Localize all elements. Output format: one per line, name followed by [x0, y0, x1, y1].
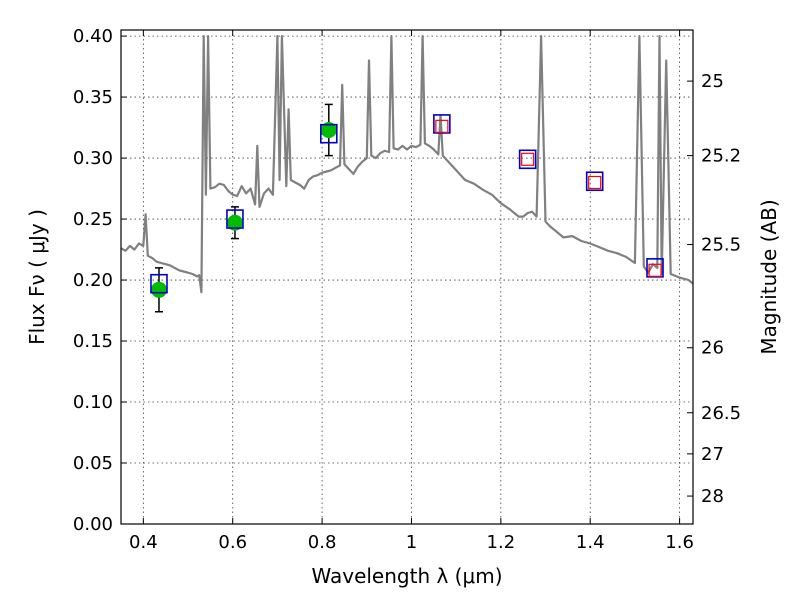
model-square	[585, 171, 604, 192]
upper-limit-square	[648, 263, 662, 277]
photometry-point	[226, 214, 243, 231]
y-axis-title: Flux Fν ( μJy )	[25, 209, 49, 345]
right-tick-label: 25	[701, 71, 724, 92]
y-tick-label: 0.20	[73, 270, 113, 291]
model-square	[150, 273, 168, 294]
x-tick-label: 1.2	[487, 532, 516, 553]
x-axis-title: Wavelength λ (μm)	[311, 564, 502, 588]
x-tick-label: 1	[406, 532, 417, 553]
upper-limit-square	[521, 152, 535, 166]
data-layer	[121, 34, 693, 313]
spectrum-line	[121, 34, 693, 294]
right-tick-label: 28	[701, 486, 724, 507]
y-tick-label: 0.10	[73, 392, 113, 413]
y-tick-label: 0.25	[73, 209, 113, 230]
y-tick-label: 0.30	[73, 148, 113, 169]
right-tick-label: 26.5	[701, 403, 741, 424]
upper-limit-square	[435, 119, 449, 133]
x-tick-label: 1.4	[576, 532, 605, 553]
y-tick-label: 0.35	[73, 87, 113, 108]
y-tick-label: 0.05	[73, 453, 113, 474]
right-axis-title: Magnitude (AB)	[757, 199, 781, 354]
plot-background	[121, 30, 693, 524]
model-square	[518, 149, 537, 170]
model-square	[226, 209, 244, 229]
photometry-point	[150, 281, 167, 298]
x-tick-label: 0.8	[308, 532, 337, 553]
upper-limit-square	[588, 175, 602, 190]
y-tick-label: 0.15	[73, 331, 113, 352]
right-tick-label: 26	[701, 338, 724, 359]
right-tick-label: 25.5	[701, 235, 741, 256]
photometry-point	[320, 122, 337, 139]
model-square	[319, 123, 338, 144]
x-tick-label: 0.4	[129, 532, 158, 553]
y-tick-label: 0.40	[73, 26, 113, 47]
right-tick-label: 27	[701, 444, 724, 465]
y-tick-label: 0.00	[73, 514, 113, 535]
plot-frame	[120, 29, 694, 525]
right-tick-label: 25.2	[701, 146, 741, 167]
x-tick-label: 0.6	[218, 532, 247, 553]
tick-layer: 0.4 0.6 0.8 1 1.2 1.4 1.6 0.00 0.05 0.10 0.15 0.20 0…	[73, 26, 741, 553]
x-tick-label: 1.6	[665, 532, 694, 553]
